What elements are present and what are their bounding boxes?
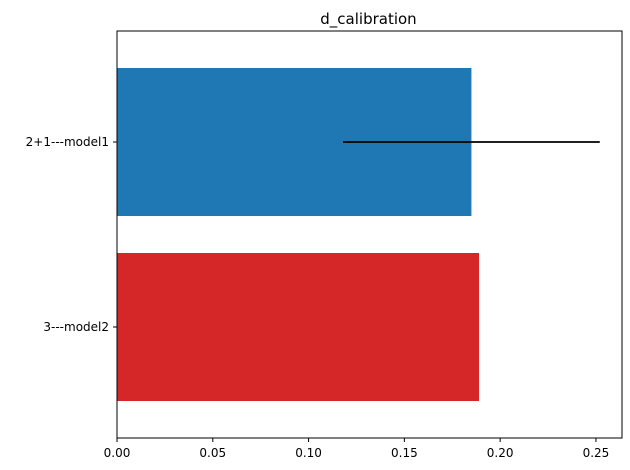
x-tick-label: 0.25 [583,446,610,460]
bars-group [117,68,480,401]
bar-3-model2 [117,253,480,401]
y-tick-label-3-model2: 3---model2 [43,320,109,334]
plot-frame [116,30,623,439]
y-tick-label-2-1-model1: 2+1---model1 [26,135,109,149]
x-tick-label: 0.10 [295,446,322,460]
x-axis: 0.00 0.05 0.10 0.15 0.20 0.25 [104,438,610,460]
x-tick-label: 0.20 [487,446,514,460]
y-axis: 2+1---model1 3---model2 [26,135,117,334]
chart-title: d_calibration [320,10,416,29]
x-tick-label: 0.00 [104,446,131,460]
x-tick-label: 0.05 [199,446,226,460]
x-tick-label: 0.15 [391,446,418,460]
